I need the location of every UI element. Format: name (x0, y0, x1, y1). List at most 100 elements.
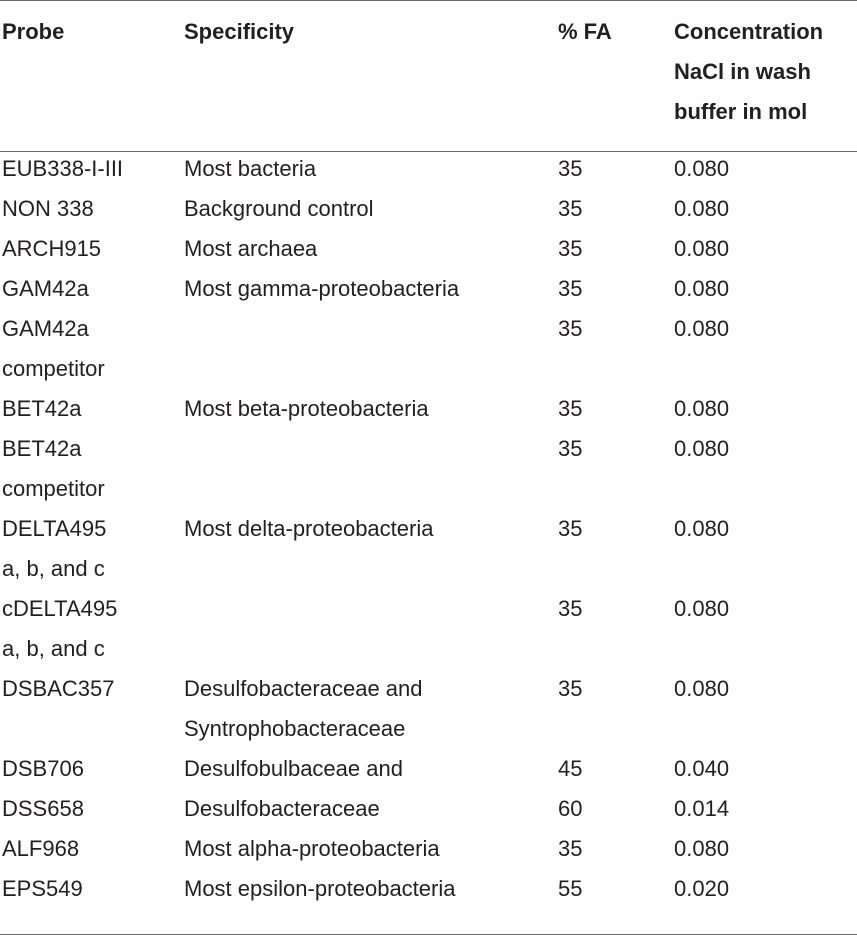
nacl-cell: 0.080 (674, 596, 730, 621)
specificity-cell (184, 589, 558, 669)
probe-cell-line: ARCH915 (2, 236, 102, 261)
probe-cell-line: ALF968 (2, 836, 80, 861)
fa-cell: 35 (558, 396, 583, 421)
specificity-cell-line: Desulfobulbaceae and (184, 756, 403, 781)
table-header-row: Probe Specificity % FA Concentration NaC… (0, 0, 857, 140)
nacl-cell: 0.080 (674, 236, 730, 261)
nacl-cell: 0.080 (674, 676, 730, 701)
specificity-cell-line: Background control (184, 196, 374, 221)
specificity-cell-line: Most alpha-proteobacteria (184, 836, 440, 861)
nacl-cell: 0.014 (674, 796, 730, 821)
specificity-cell-line: Most delta-proteobacteria (184, 516, 434, 541)
probe-cell-line: BET42a (2, 436, 82, 461)
nacl-cell: 0.080 (674, 276, 730, 301)
nacl-cell: 0.080 (674, 436, 730, 461)
probe-cell: ARCH915 (0, 229, 184, 269)
fa-cell: 60 (558, 796, 583, 821)
probe-cell: BET42a (0, 389, 184, 429)
specificity-cell: Most bacteria (184, 140, 558, 189)
specificity-cell-line: Most beta-proteobacteria (184, 396, 429, 421)
nacl-cell: 0.080 (674, 516, 730, 541)
table-body: EUB338-I-III Most bacteria 35 0.080 NON 338 B… (0, 140, 857, 909)
specificity-cell-line: Most epsilon-proteobacteria (184, 876, 456, 901)
fa-cell: 35 (558, 196, 583, 221)
probe-cell: EPS549 (0, 869, 184, 909)
specificity-cell-line: Most bacteria (184, 156, 317, 181)
specificity-cell: Desulfobacteraceae (184, 789, 558, 829)
fa-cell: 35 (558, 596, 583, 621)
specificity-cell-line: Most archaea (184, 236, 318, 261)
table-row: DSS658 Desulfobacteraceae 60 0.014 (0, 789, 857, 829)
probe-cell-line: GAM42a (2, 316, 89, 341)
probe-cell-line: a, b, and c (2, 556, 105, 581)
probe-cell-line: DSBAC357 (2, 676, 115, 701)
table-row: DSB706 Desulfobulbaceae and 45 0.040 (0, 749, 857, 789)
fa-cell: 35 (558, 436, 583, 461)
probe-cell-line: cDELTA495 (2, 596, 118, 621)
probe-table: Probe Specificity % FA Concentration NaC… (0, 0, 857, 909)
specificity-cell-line: Desulfobacteraceae and (184, 676, 423, 701)
specificity-cell: Background control (184, 189, 558, 229)
probe-cell: EUB338-I-III (0, 140, 184, 189)
probe-cell: NON 338 (0, 189, 184, 229)
header-probe: Probe (2, 19, 65, 44)
table-row: ALF968 Most alpha-proteobacteria 35 0.080 (0, 829, 857, 869)
probe-cell: cDELTA495 a, b, and c (0, 589, 184, 669)
fa-cell: 35 (558, 516, 583, 541)
probe-cell-line: a, b, and c (2, 636, 105, 661)
probe-cell-line: DELTA495 (2, 516, 107, 541)
nacl-cell: 0.040 (674, 756, 730, 781)
probe-cell: DSB706 (0, 749, 184, 789)
probe-cell: BET42a competitor (0, 429, 184, 509)
probe-cell-line: EPS549 (2, 876, 83, 901)
table-bottom-rule (0, 934, 857, 935)
specificity-cell: Most gamma-proteobacteria (184, 269, 558, 309)
header-fa: % FA (558, 19, 612, 44)
fa-cell: 35 (558, 236, 583, 261)
specificity-cell-line: Desulfobacteraceae (184, 796, 380, 821)
probe-cell: DSS658 (0, 789, 184, 829)
specificity-cell: Most archaea (184, 229, 558, 269)
nacl-cell: 0.020 (674, 876, 730, 901)
header-concentration-line: Concentration (674, 19, 824, 44)
header-specificity: Specificity (184, 19, 295, 44)
specificity-cell: Most delta-proteobacteria (184, 509, 558, 589)
specificity-cell (184, 429, 558, 509)
specificity-cell: Most alpha-proteobacteria (184, 829, 558, 869)
specificity-cell (184, 309, 558, 389)
probe-cell-line: competitor (2, 356, 105, 381)
fa-cell: 35 (558, 836, 583, 861)
fa-cell: 35 (558, 676, 583, 701)
header-concentration-line: buffer in mol (674, 99, 808, 124)
probe-cell: GAM42a competitor (0, 309, 184, 389)
nacl-cell: 0.080 (674, 836, 730, 861)
probe-cell-line: DSS658 (2, 796, 84, 821)
table-row: EPS549 Most epsilon-proteobacteria 55 0.020 (0, 869, 857, 909)
table-row: BET42a competitor 35 0.080 (0, 429, 857, 509)
table-row: EUB338-I-III Most bacteria 35 0.080 (0, 140, 857, 189)
table-header-rule (0, 151, 857, 152)
table-row: BET42a Most beta-proteobacteria 35 0.080 (0, 389, 857, 429)
probe-cell: DELTA495 a, b, and c (0, 509, 184, 589)
table-row: ARCH915 Most archaea 35 0.080 (0, 229, 857, 269)
specificity-cell-line: Syntrophobacteraceae (184, 716, 406, 741)
fa-cell: 35 (558, 156, 583, 181)
probe-cell: ALF968 (0, 829, 184, 869)
fa-cell: 35 (558, 276, 583, 301)
nacl-cell: 0.080 (674, 156, 730, 181)
fa-cell: 45 (558, 756, 583, 781)
probe-cell-line: NON 338 (2, 196, 94, 221)
header-concentration: Concentration NaCl in wash buffer in mol (674, 0, 857, 140)
table-row: DSBAC357 Desulfobacteraceae and Syntrophob… (0, 669, 857, 749)
nacl-cell: 0.080 (674, 196, 730, 221)
table-row: DELTA495 a, b, and c Most delta-proteobact… (0, 509, 857, 589)
specificity-cell-line: Most gamma-proteobacteria (184, 276, 460, 301)
specificity-cell: Desulfobulbaceae and (184, 749, 558, 789)
probe-cell-line: EUB338-I-III (2, 156, 124, 181)
probe-cell-line: DSB706 (2, 756, 84, 781)
specificity-cell: Most epsilon-proteobacteria (184, 869, 558, 909)
nacl-cell: 0.080 (674, 316, 730, 341)
fa-cell: 35 (558, 316, 583, 341)
probe-cell-line: competitor (2, 476, 105, 501)
